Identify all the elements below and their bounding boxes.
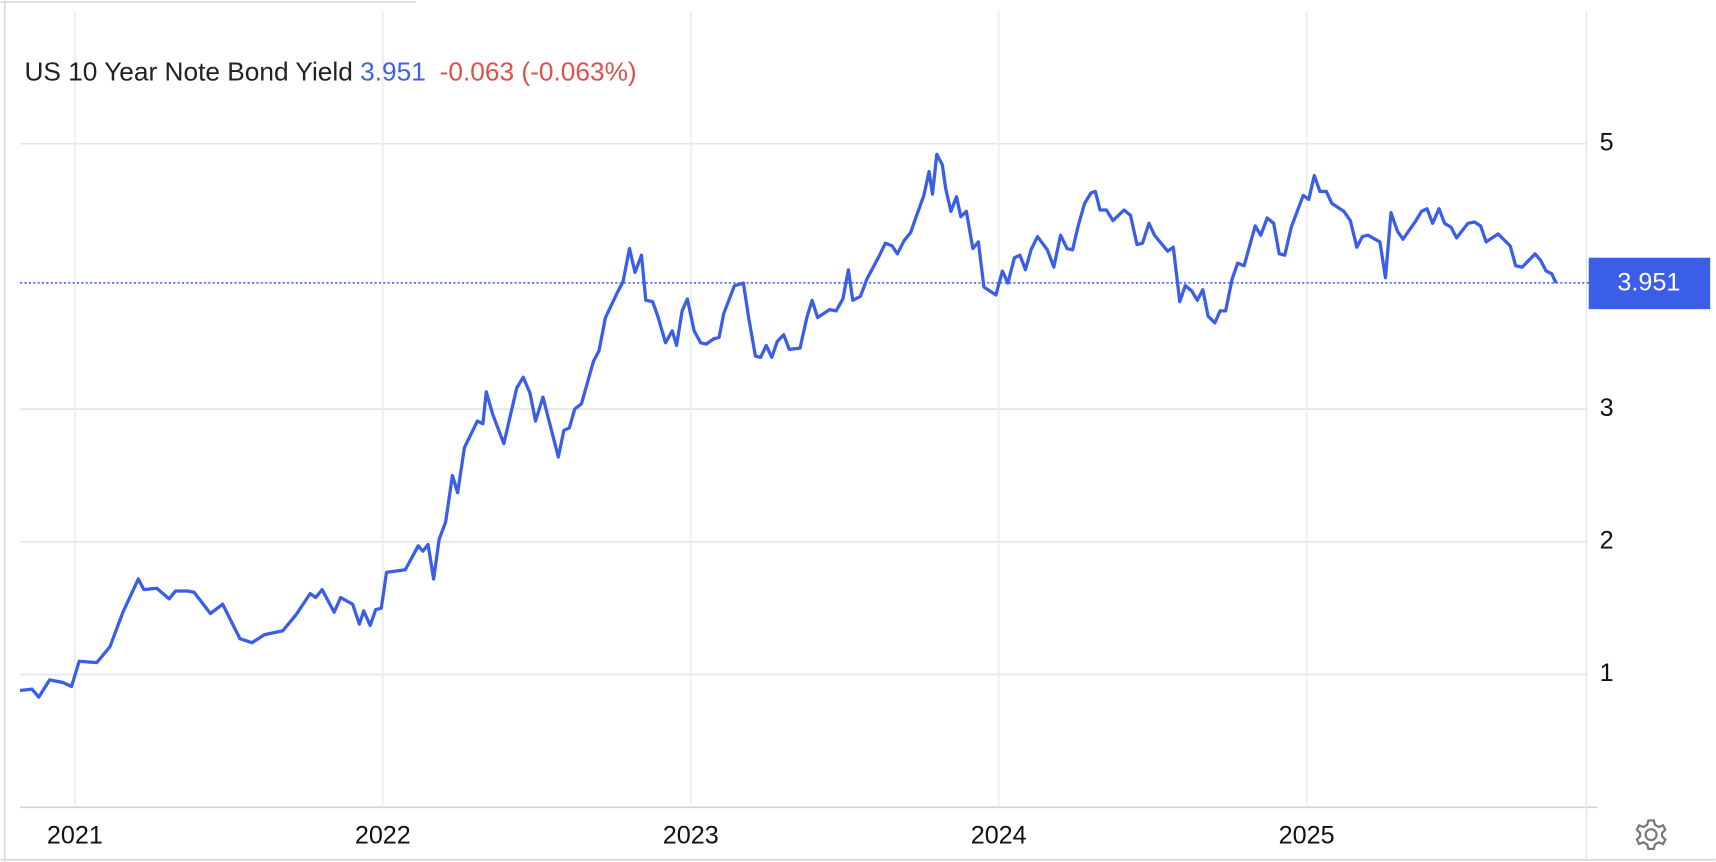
y-tick-label: 5 xyxy=(1600,128,1614,156)
x-tick-label: 2025 xyxy=(1279,821,1335,849)
yield-line xyxy=(19,152,1558,699)
last-value-label: 3.951 xyxy=(1617,269,1680,297)
x-tick-label: 2024 xyxy=(971,821,1027,849)
x-tick-label: 2021 xyxy=(47,821,103,849)
title-text: US 10 Year Note Bond Yield xyxy=(24,56,352,86)
x-tick-label: 2023 xyxy=(663,821,719,849)
chart-title: US 10 Year Note Bond Yield 3.951 -0.063 … xyxy=(24,56,636,86)
title-change-percent: (-0.063%) xyxy=(521,56,636,86)
y-tick-label: 3 xyxy=(1600,394,1614,422)
title-change: -0.063 xyxy=(440,56,514,86)
grid xyxy=(20,10,1587,808)
labels: 1 2 3 5 2021 2022 2023 2024 2025 3.951 xyxy=(47,128,1711,849)
y-tick-label: 1 xyxy=(1600,659,1614,687)
title-value: 3.951 xyxy=(360,56,426,86)
last-value-tag xyxy=(1588,257,1711,310)
plot xyxy=(19,152,1589,699)
settings-icon[interactable] xyxy=(1635,819,1667,850)
y-tick-label: 2 xyxy=(1600,526,1614,554)
x-tick-label: 2022 xyxy=(355,821,411,849)
